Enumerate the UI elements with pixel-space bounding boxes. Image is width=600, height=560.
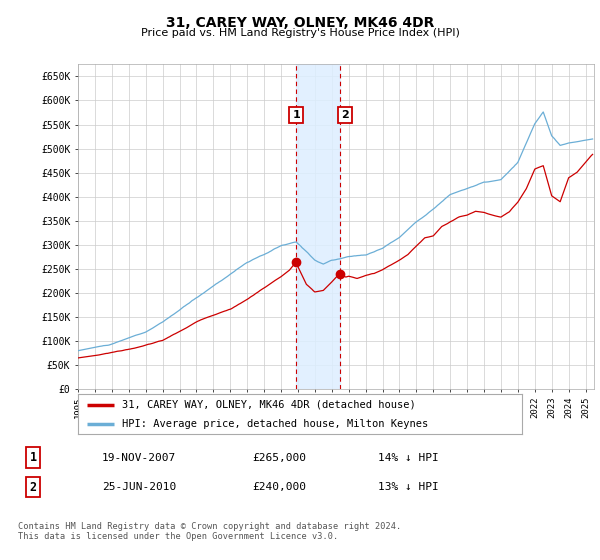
Text: Contains HM Land Registry data © Crown copyright and database right 2024.
This d: Contains HM Land Registry data © Crown c… — [18, 522, 401, 542]
Text: 2: 2 — [341, 110, 349, 120]
Text: £265,000: £265,000 — [252, 452, 306, 463]
Text: 31, CAREY WAY, OLNEY, MK46 4DR: 31, CAREY WAY, OLNEY, MK46 4DR — [166, 16, 434, 30]
Bar — [296, 64, 340, 389]
Text: 1: 1 — [292, 110, 300, 120]
Text: 14% ↓ HPI: 14% ↓ HPI — [378, 452, 439, 463]
Text: 31, CAREY WAY, OLNEY, MK46 4DR (detached house): 31, CAREY WAY, OLNEY, MK46 4DR (detached… — [122, 400, 416, 409]
Text: £240,000: £240,000 — [252, 482, 306, 492]
Text: 19-NOV-2007: 19-NOV-2007 — [102, 452, 176, 463]
Text: 13% ↓ HPI: 13% ↓ HPI — [378, 482, 439, 492]
Text: 2: 2 — [29, 480, 37, 494]
Text: Price paid vs. HM Land Registry's House Price Index (HPI): Price paid vs. HM Land Registry's House … — [140, 28, 460, 38]
Text: HPI: Average price, detached house, Milton Keynes: HPI: Average price, detached house, Milt… — [122, 419, 428, 429]
Text: 25-JUN-2010: 25-JUN-2010 — [102, 482, 176, 492]
Text: 1: 1 — [29, 451, 37, 464]
